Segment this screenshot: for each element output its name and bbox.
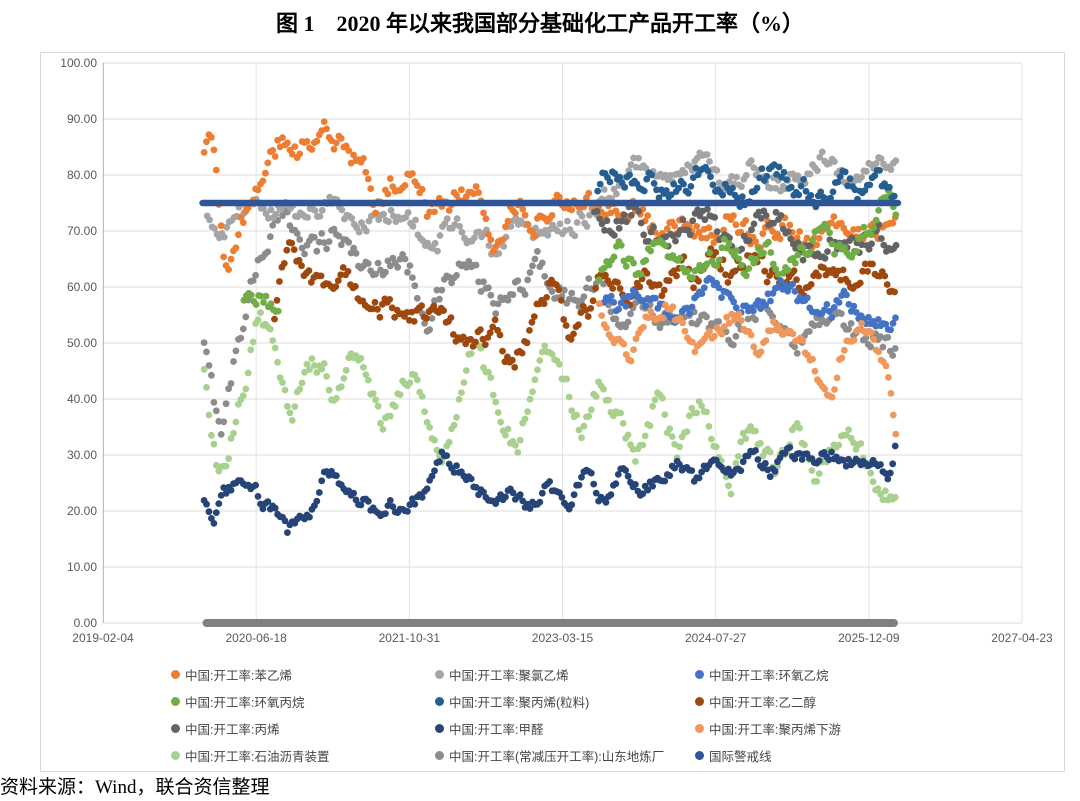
y-tick-label: 50.00 [66,336,97,350]
chart-legend: 中国:开工率:苯乙烯 中国:开工率:聚氯乙烯 中国:开工率:环氧乙烷中国:开工率:环… [171,661,995,769]
x-tick-label: 2027-04-23 [991,631,1053,645]
legend-marker-icon [171,724,180,733]
series-dots [240,289,282,315]
legend-label: 中国:开工率:聚丙烯下游 [709,723,841,737]
legend-marker-icon [435,724,444,733]
legend-item: 中国:开工率:环氧丙烷 [171,692,435,711]
x-tick-label: 2023-03-15 [531,631,594,645]
legend-label: 中国:开工率:甲醛 [449,723,544,737]
source-note: 资料来源：Wind，联合资信整理 [0,777,270,798]
legend-item: 中国:开工率:苯乙烯 [171,665,435,684]
legend-label: 国际警戒线 [709,750,772,764]
legend-marker-icon [695,670,704,679]
legend-label: 中国:开工率:丙烯 [185,723,280,737]
chart-title: 图 1 2020 年以来我国部分基础化工产品开工率（%） [275,11,804,36]
legend-item: 中国:开工率:环氧乙烷 [695,665,995,684]
series-dots [200,309,899,504]
legend-item: 中国:开工率(常减压开工率):山东地炼厂 [435,746,695,765]
legend-label: 中国:开工率:石油沥青装置 [185,750,330,764]
y-tick-label: 40.00 [66,392,97,406]
legend-marker-icon [435,697,444,706]
y-tick-label: 100.00 [60,56,97,70]
y-tick-label: 30.00 [66,448,97,462]
legend-marker-icon [171,697,180,706]
chart-area: 100.00 90.00 80.00 70.00 60.00 50.00 40.00 30.0… [40,52,1065,772]
series-dots [595,187,900,284]
legend-item: 国际警戒线 [695,746,995,765]
legend-marker-icon [695,724,704,733]
legend-label: 中国:开工率:聚丙烯(粒料) [449,696,590,710]
series-dots [600,274,899,334]
legend-item: 中国:开工率:甲醛 [435,719,695,738]
y-tick-label: 0.00 [73,616,97,630]
y-tick-label: 10.00 [66,560,97,574]
legend-label: 中国:开工率(常减压开工率):山东地炼厂 [449,750,665,764]
scatter-plot [102,62,1023,627]
legend-item: 中国:开工率:石油沥青装置 [171,746,435,765]
x-tick-label: 2020-06-18 [225,631,287,645]
legend-item: 中国:开工率:丙烯 [171,719,435,738]
y-tick-label: 20.00 [66,504,97,518]
legend-marker-icon [435,751,444,760]
x-tick-label: 2019-02-04 [72,631,134,645]
legend-label: 中国:开工率:苯乙烯 [185,669,292,683]
legend-marker-icon [435,670,444,679]
legend-label: 中国:开工率:环氧丙烷 [185,696,305,710]
series-dots [595,300,900,438]
x-tick-label: 2025-12-09 [838,631,900,645]
legend-item: 中国:开工率:乙二醇 [695,692,995,711]
series-dots [200,442,899,536]
legend-marker-icon [695,697,704,706]
y-tick-label: 90.00 [66,112,97,126]
legend-item: 中国:开工率:聚丙烯(粒料) [435,692,695,711]
series-dots [271,239,898,371]
legend-label: 中国:开工率:环氧乙烷 [709,669,829,683]
y-tick-label: 80.00 [66,168,97,182]
legend-item: 中国:开工率:聚氯乙烯 [435,665,695,684]
legend-label: 中国:开工率:乙二醇 [709,696,816,710]
series-dots [594,161,898,211]
legend-item: 中国:开工率:聚丙烯下游 [695,719,995,738]
legend-marker-icon [171,670,180,679]
y-tick-label: 60.00 [66,280,97,294]
y-tick-label: 70.00 [66,224,97,238]
legend-marker-icon [695,751,704,760]
x-tick-label: 2024-07-27 [684,631,747,645]
legend-marker-icon [171,751,180,760]
x-tick-label: 2021-10-31 [378,631,441,645]
legend-label: 中国:开工率:聚氯乙烯 [449,669,569,683]
